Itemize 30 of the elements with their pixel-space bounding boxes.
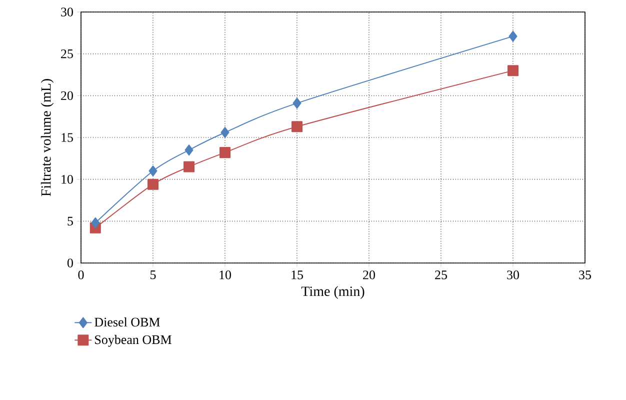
- legend-label: Diesel OBM: [94, 317, 160, 327]
- x-tick-label: 30: [507, 270, 520, 280]
- x-tick-label: 5: [150, 270, 156, 280]
- point: [220, 126, 230, 138]
- point: [148, 165, 158, 176]
- x-tick-label: 20: [363, 270, 376, 280]
- x-tick-label: 25: [435, 270, 447, 280]
- point: [292, 98, 302, 109]
- y-tick-label: 15: [62, 133, 73, 142]
- y-tick-label: 0: [67, 258, 73, 268]
- x-axis-title: Time (min): [301, 286, 364, 299]
- y-tick-label: 25: [61, 49, 73, 58]
- x-tick-label: 0: [78, 270, 84, 280]
- point: [91, 217, 100, 228]
- x-tick-label: 10: [220, 270, 232, 280]
- y-tick-label: 20: [61, 91, 73, 100]
- point: [508, 30, 518, 42]
- legend-label: Soybean OBM: [95, 334, 172, 347]
- y-tick-label: 30: [61, 8, 73, 16]
- point: [184, 144, 194, 156]
- point: [220, 147, 230, 158]
- x-tick-label: 15: [292, 270, 303, 280]
- point: [184, 161, 195, 172]
- point: [148, 178, 159, 190]
- point: [508, 65, 518, 76]
- y-tick-label: 10: [62, 174, 73, 184]
- y-axis-title: Filtrate volume (mL): [40, 79, 54, 196]
- point: [292, 121, 303, 132]
- x-tick-label: 35: [579, 270, 591, 280]
- y-tick-label: 5: [68, 216, 73, 226]
